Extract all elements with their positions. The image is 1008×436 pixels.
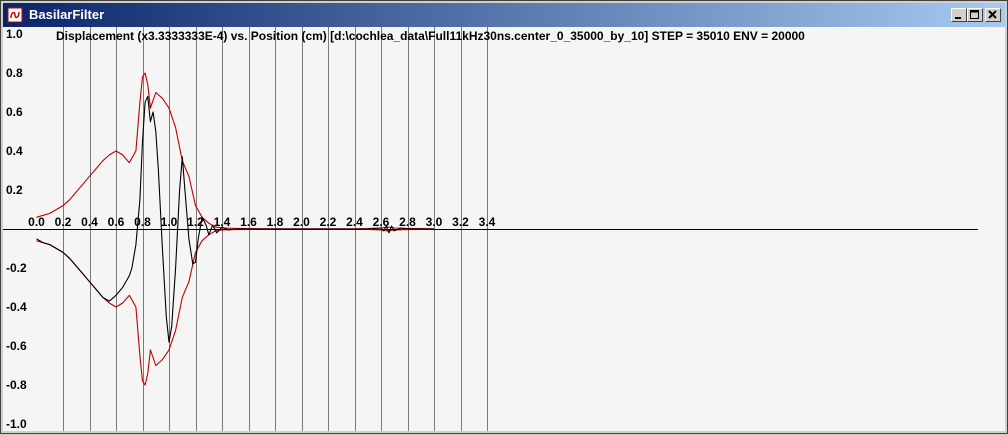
- y-tick-label: 0.4: [6, 144, 23, 158]
- displacement-chart: 0.0 0.2 0.4 0.6 0.8 1.0 1.2 1.4 1.6 1.8 2.0 2.2 2.4 2…: [3, 27, 978, 431]
- x-tick-label: 1.6: [240, 215, 257, 229]
- y-tick-label: -0.2: [6, 261, 27, 275]
- x-tick-label: 1.2: [187, 215, 204, 229]
- y-tick-label: 0.6: [6, 105, 23, 119]
- x-tick-label: 0.4: [81, 215, 98, 229]
- y-tick-label: 0.8: [6, 66, 23, 80]
- minimize-button[interactable]: [951, 8, 967, 22]
- title-bar[interactable]: BasilarFilter: [3, 3, 1005, 27]
- x-tick-label: 2.0: [293, 215, 310, 229]
- close-icon: [988, 10, 997, 19]
- series-line-lower-envelope: [36, 228, 435, 386]
- java-app-icon[interactable]: [7, 7, 23, 23]
- x-tick-label: 3.4: [479, 215, 496, 229]
- x-tick-label: 3.0: [426, 215, 443, 229]
- x-tick-label: 2.4: [346, 215, 363, 229]
- x-tick-label: 2.8: [399, 215, 416, 229]
- minimize-icon: [955, 17, 961, 19]
- y-tick-label: -1.0: [6, 417, 27, 431]
- y-tick-label: -0.4: [6, 300, 27, 314]
- x-tick-label: 3.2: [452, 215, 469, 229]
- y-tick-label: 1.0: [6, 27, 23, 41]
- y-tick-label: -0.8: [6, 378, 27, 392]
- window-title: BasilarFilter: [29, 7, 105, 22]
- x-tick-label: 1.8: [267, 215, 284, 229]
- x-tick-label: 2.2: [320, 215, 337, 229]
- close-button[interactable]: [985, 8, 1001, 22]
- maximize-button[interactable]: [967, 8, 983, 22]
- maximize-icon: [970, 10, 979, 19]
- y-tick-label: -0.6: [6, 339, 27, 353]
- plot-area: 0.0 0.2 0.4 0.6 0.8 1.0 1.2 1.4 1.6 1.8 2.0 2.2 2.4 2…: [3, 27, 1005, 431]
- x-tick-label: 0.2: [55, 215, 72, 229]
- y-tick-labels: 1.0 0.8 0.6 0.4 0.2 -0.2 -0.4 -0.6 -0.8 -1.0: [6, 27, 27, 431]
- x-tick-label: 1.4: [214, 215, 231, 229]
- x-tick-label: 1.0: [161, 215, 178, 229]
- x-tick-label: 0.8: [134, 215, 151, 229]
- y-tick-label: 0.2: [6, 183, 23, 197]
- x-tick-labels: 0.0 0.2 0.4 0.6 0.8 1.0 1.2 1.4 1.6 1.8 2.0 2.2 2.4 2…: [28, 215, 496, 229]
- series-lines: [36, 72, 435, 386]
- x-tick-label: 0.6: [108, 215, 125, 229]
- series-line-upper-envelope: [36, 72, 435, 230]
- x-tick-label: 2.6: [373, 215, 390, 229]
- series-line-displacement: [36, 95, 434, 343]
- x-tick-label: 0.0: [28, 215, 45, 229]
- chart-title: Displacement (x3.3333333E-4) vs. Positio…: [56, 29, 805, 43]
